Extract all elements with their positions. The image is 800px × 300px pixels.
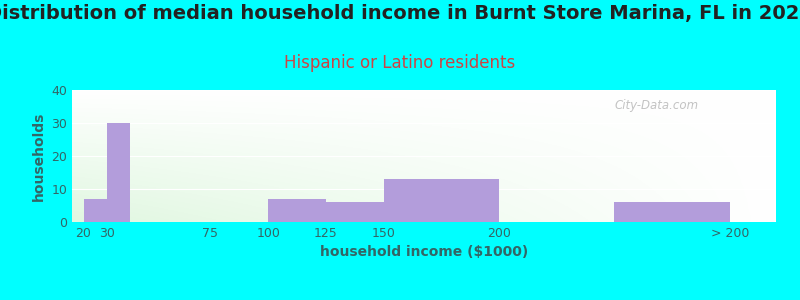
Text: Distribution of median household income in Burnt Store Marina, FL in 2022: Distribution of median household income … [0, 4, 800, 23]
Bar [106, 123, 130, 222]
Bar [83, 199, 106, 222]
Text: City-Data.com: City-Data.com [614, 99, 698, 112]
Bar [326, 202, 384, 222]
Bar [268, 199, 326, 222]
Text: Hispanic or Latino residents: Hispanic or Latino residents [284, 54, 516, 72]
X-axis label: household income ($1000): household income ($1000) [320, 245, 528, 260]
Bar [384, 179, 499, 222]
Y-axis label: households: households [32, 111, 46, 201]
Bar [614, 202, 730, 222]
